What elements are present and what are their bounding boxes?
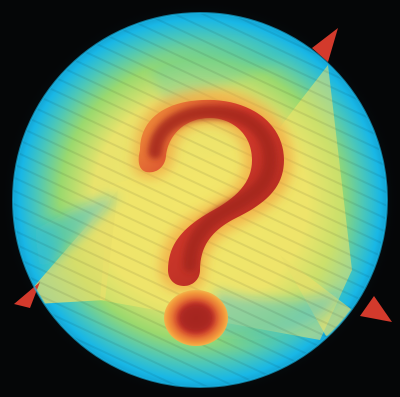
triangle-tip-top-right: [312, 28, 338, 62]
triangle-tip-left: [14, 282, 40, 308]
triangle-tip-right: [360, 296, 392, 322]
question-mark-core: [148, 105, 277, 272]
sphere-rim: [12, 12, 388, 388]
question-mark-dot-core: [178, 303, 214, 333]
